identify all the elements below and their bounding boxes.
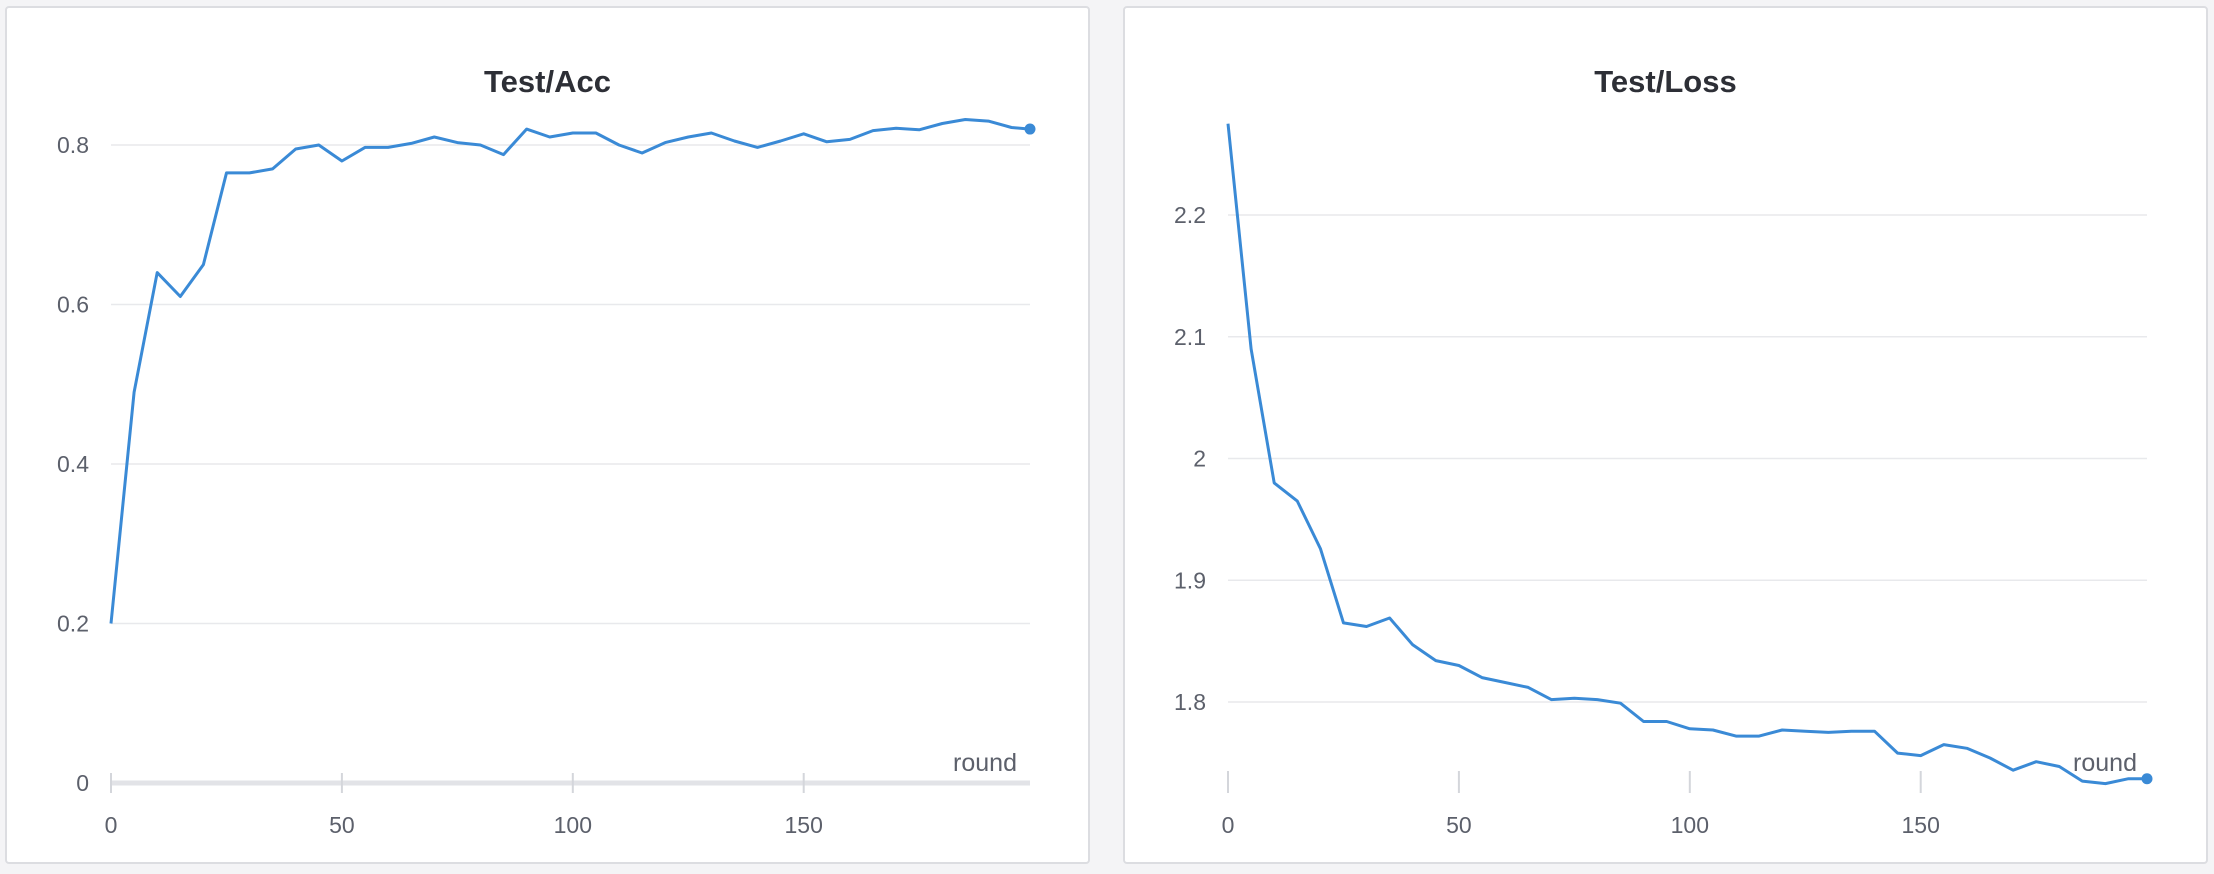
x-axis-label: round (953, 749, 1017, 777)
x-tick-label: 150 (785, 812, 823, 838)
series-line (1226, 123, 2147, 786)
y-tick-label: 1.9 (1174, 567, 1206, 593)
y-tick-label: 0.4 (57, 451, 89, 477)
y-tick-label: 0.6 (57, 292, 89, 318)
y-tick-label: 2.2 (1174, 202, 1206, 228)
series-end-point (1024, 123, 1036, 135)
y-tick-label: 0.8 (57, 132, 89, 158)
x-tick-label: 0 (105, 812, 118, 838)
chart-svg: Test/Acc 0 0.2 0.4 0.6 0.8 0 50 100 150 round (57, 64, 1036, 838)
chart-title: Test/Acc (484, 64, 611, 99)
chart-panel-test-acc: Test/Acc 0 0.2 0.4 0.6 0.8 0 50 100 150 round (5, 6, 1090, 864)
chart-svg: Test/Loss 1.8 1.9 2 2.1 2.2 0 50 100 150 round (1174, 64, 2153, 838)
x-tick-label: 100 (554, 812, 592, 838)
y-tick-label: 0.2 (57, 611, 89, 637)
y-tick-label: 1.8 (1174, 689, 1206, 715)
x-tick-label: 150 (1902, 812, 1940, 838)
y-tick-label: 0 (76, 770, 89, 796)
y-tick-label: 2.1 (1174, 324, 1206, 350)
x-axis-label: round (2073, 749, 2137, 777)
y-tick-label: 2 (1193, 446, 1206, 472)
series-end-point (2141, 773, 2153, 785)
x-tick-label: 50 (1446, 812, 1472, 838)
chart-panel-test-loss: Test/Loss 1.8 1.9 2 2.1 2.2 0 50 100 150 round (1123, 6, 2208, 864)
x-tick-label: 100 (1671, 812, 1709, 838)
series-line (109, 118, 1031, 624)
x-tick-label: 50 (329, 812, 355, 838)
x-tick-label: 0 (1222, 812, 1235, 838)
chart-title: Test/Loss (1594, 64, 1736, 99)
